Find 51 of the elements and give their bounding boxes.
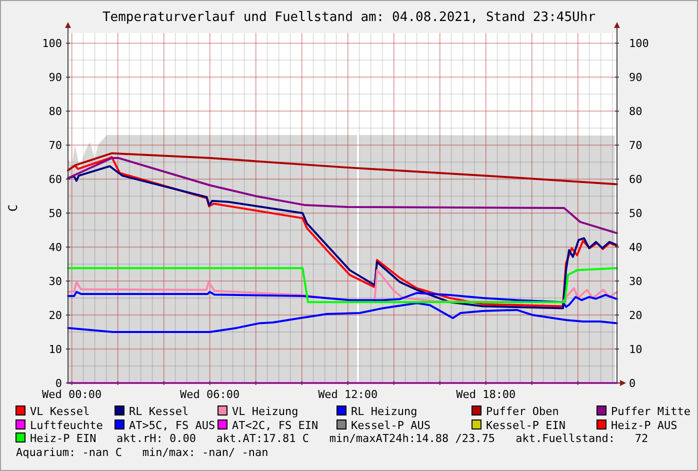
legend-label: Puffer Oben: [486, 404, 559, 418]
y2-tick-label: 90: [629, 71, 642, 84]
y-tick-label: 20: [48, 308, 62, 322]
text: akt.rH: 0.00: [116, 432, 196, 445]
x-tick-label: Wed 18:00: [456, 388, 516, 401]
x-tick-label: Wed 00:00: [42, 388, 102, 401]
y-tick-label: 80: [48, 105, 62, 118]
text: akt.Fuellstand: 72: [516, 432, 648, 445]
legend-label: VL Heizung: [232, 404, 298, 418]
y-tick-label: 90: [48, 71, 62, 84]
legend-label: RL Heizung: [351, 404, 418, 418]
legend-label: RL Kessel: [129, 404, 189, 418]
text: Aquarium: -nan C: [16, 446, 122, 459]
line-series: [67, 290, 618, 308]
legend-label: Kessel-P EIN: [486, 418, 566, 432]
y2-tick-label: 0: [629, 376, 636, 390]
y2-tick-label: 50: [629, 206, 642, 220]
line-series: [67, 302, 618, 334]
legend-label: Luftfeuchte: [30, 418, 103, 432]
legend-label: Kessel-P AUS: [351, 418, 430, 432]
legend-label: Heiz-P AUS: [611, 418, 678, 432]
y-tick-label: 70: [48, 138, 62, 152]
chart-title: Temperaturverlauf und Fuellstand am: 04.08.2021, Stand 23:45Uhr: [102, 10, 596, 25]
y-tick-label: 60: [48, 172, 62, 186]
y2-tick-label: 10: [629, 342, 642, 356]
y2-tick-label: 20: [629, 308, 642, 322]
y2-tick-label: 70: [629, 138, 642, 152]
legend-label: Heiz-P EIN: [30, 432, 96, 445]
text: min/max: -nan/ -nan: [142, 446, 268, 459]
y-axis-title: C: [6, 204, 20, 212]
x-tick-label: Wed 06:00: [180, 388, 240, 401]
y-tick-label: 100: [42, 37, 62, 50]
legend-label: AT>5C, FS AUS: [129, 418, 216, 432]
y-tick-label: 50: [48, 206, 62, 220]
y2-tick-label: 100: [629, 37, 649, 50]
y2-tick-label: 40: [629, 240, 642, 254]
legend-label: AT<2C, FS EIN: [232, 418, 318, 432]
x-tick-label: Wed 12:00: [318, 388, 378, 401]
y-tick-label: 10: [48, 342, 62, 356]
legend-label: VL Kessel: [30, 404, 90, 418]
legend-label: Puffer Mitte: [611, 404, 690, 418]
y-tick-label: 30: [48, 274, 62, 288]
text: akt.AT:17.81 C: [216, 432, 310, 445]
y2-tick-label: 30: [629, 274, 642, 288]
y2-tick-label: 60: [629, 172, 642, 186]
y2-tick-label: 80: [629, 105, 642, 118]
text: min/maxAT24h:14.88 /23.75: [329, 432, 495, 445]
y-tick-label: 40: [48, 240, 62, 254]
y-tick-label: 0: [55, 376, 62, 390]
line-series: [67, 152, 618, 186]
line-series: [67, 157, 618, 234]
